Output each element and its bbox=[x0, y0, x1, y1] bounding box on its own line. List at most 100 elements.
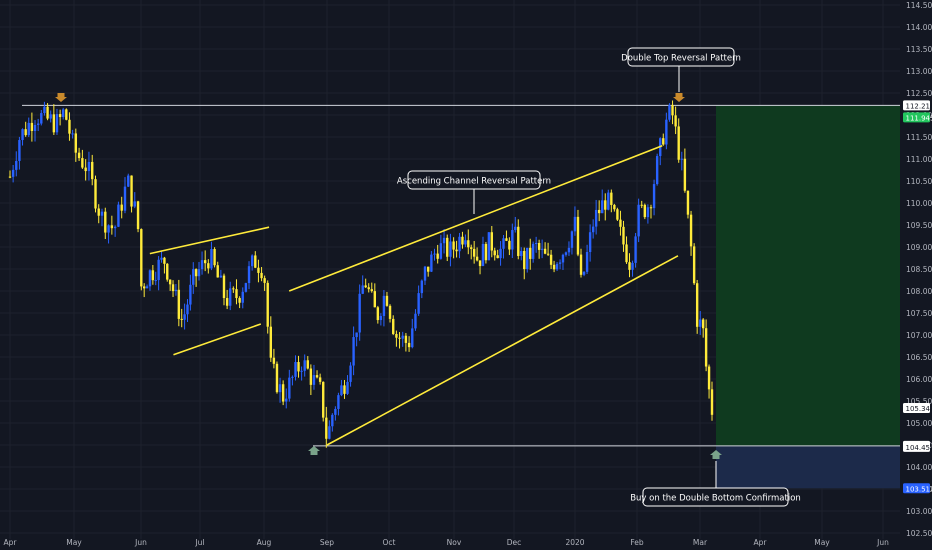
price-badge: 104.457 bbox=[903, 441, 932, 452]
price-tick-label: 114.500 bbox=[906, 1, 932, 10]
candle bbox=[417, 285, 420, 316]
candle-body bbox=[487, 232, 491, 261]
candle-body bbox=[168, 279, 172, 285]
double-top-label-text: Double Top Reversal Pattern bbox=[621, 54, 741, 64]
candle bbox=[594, 199, 598, 235]
candle-body bbox=[481, 243, 485, 267]
price-tick-label: 111.500 bbox=[906, 133, 932, 142]
candle-body bbox=[576, 216, 580, 255]
candle bbox=[52, 104, 56, 135]
candle-body bbox=[55, 114, 59, 133]
flag-upper-line[interactable] bbox=[149, 226, 270, 255]
candle bbox=[543, 242, 547, 255]
candle bbox=[213, 247, 216, 268]
candle bbox=[171, 280, 175, 298]
trendlines[interactable] bbox=[149, 145, 679, 446]
candle bbox=[505, 230, 508, 242]
candle-body bbox=[677, 126, 680, 160]
double-top-label[interactable]: Double Top Reversal Pattern bbox=[621, 47, 741, 92]
candle bbox=[200, 251, 204, 275]
candle bbox=[110, 215, 114, 235]
candle-body bbox=[303, 360, 306, 371]
flag-lower-line[interactable] bbox=[173, 323, 262, 356]
candle-body bbox=[291, 376, 294, 378]
date-tick-label: 2020 bbox=[565, 538, 584, 547]
candle-body bbox=[699, 319, 702, 327]
candle bbox=[604, 193, 607, 221]
price-tick-label: 105.000 bbox=[906, 419, 932, 428]
candle bbox=[203, 250, 207, 272]
candle bbox=[481, 236, 485, 267]
candle-body bbox=[194, 269, 198, 277]
channel-upper-line[interactable] bbox=[288, 145, 663, 292]
candle-body bbox=[272, 357, 276, 364]
candle-body bbox=[398, 337, 401, 339]
candle bbox=[65, 108, 68, 121]
candle-body bbox=[74, 133, 78, 153]
candle bbox=[710, 381, 714, 421]
candle-body bbox=[257, 267, 260, 273]
candle bbox=[364, 278, 367, 288]
candle-body bbox=[710, 389, 714, 415]
candle-body bbox=[649, 207, 653, 209]
candle bbox=[8, 170, 12, 179]
double-bottom-label[interactable]: Buy on the Double Bottom Confirmation bbox=[630, 461, 801, 507]
candle-body bbox=[207, 263, 210, 269]
candle bbox=[77, 147, 81, 161]
candle bbox=[219, 269, 223, 278]
candle-body bbox=[579, 254, 583, 275]
candle bbox=[423, 265, 427, 285]
candle-body bbox=[628, 262, 631, 270]
candle-body bbox=[564, 252, 568, 255]
price-tick-label: 106.000 bbox=[906, 375, 932, 384]
candle-body bbox=[395, 333, 398, 338]
price-badge-text: 105.341 bbox=[906, 405, 932, 413]
candle bbox=[130, 175, 133, 213]
candle-body bbox=[370, 289, 373, 292]
candle-body bbox=[478, 260, 482, 267]
candle bbox=[499, 241, 502, 266]
price-badge-text: 103.517 bbox=[906, 485, 932, 493]
candle-body bbox=[461, 236, 464, 245]
candle-body bbox=[361, 285, 364, 294]
stop-zone[interactable] bbox=[716, 445, 900, 489]
candle-body bbox=[275, 363, 279, 393]
annotations[interactable]: Double Top Reversal Pattern Ascending Cha… bbox=[397, 47, 801, 507]
candle bbox=[232, 286, 235, 293]
profit-zone[interactable] bbox=[716, 105, 900, 446]
candle bbox=[11, 164, 15, 183]
candle bbox=[601, 189, 604, 214]
candle-body bbox=[94, 179, 97, 209]
candle bbox=[87, 151, 91, 181]
candle-body bbox=[352, 337, 355, 366]
candle bbox=[613, 203, 616, 212]
channel-lower-line[interactable] bbox=[326, 255, 679, 446]
candle-body bbox=[701, 319, 705, 329]
candle-body bbox=[508, 240, 511, 250]
candle bbox=[628, 253, 631, 278]
candle-body bbox=[570, 231, 574, 248]
candle bbox=[637, 198, 640, 243]
candle bbox=[291, 375, 294, 386]
price-tick-label: 113.000 bbox=[906, 67, 932, 76]
candle-body bbox=[297, 362, 300, 372]
candle-body bbox=[322, 381, 325, 418]
candle-body bbox=[216, 265, 219, 278]
price-tick-label: 114.000 bbox=[906, 23, 932, 32]
candle bbox=[250, 254, 254, 271]
time-axis[interactable]: Apr May Jun Jul Aug Sep Oct Nov Dec 2020 Feb Mar Apr… bbox=[4, 538, 890, 547]
candle-body bbox=[200, 260, 204, 270]
candle bbox=[683, 148, 687, 193]
candle-body bbox=[426, 266, 430, 272]
price-axis[interactable]: 114.500114.000113.500113.000112.500112.0… bbox=[903, 1, 932, 538]
candle-body bbox=[183, 314, 186, 320]
date-tick-label: Jun bbox=[876, 538, 889, 547]
candle-body bbox=[652, 184, 656, 209]
candle bbox=[355, 332, 358, 347]
ascending-channel-label[interactable]: Ascending Channel Reversal Pattern bbox=[397, 170, 551, 214]
double-top-label-box bbox=[627, 47, 735, 67]
candle bbox=[49, 110, 52, 123]
first-top-marker-icon bbox=[55, 93, 67, 102]
candle-body bbox=[46, 106, 49, 119]
